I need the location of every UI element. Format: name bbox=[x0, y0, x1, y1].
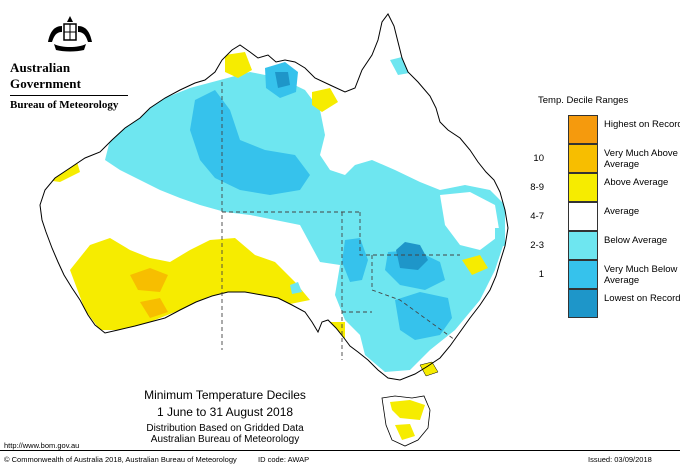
footer-url[interactable]: http://www.bom.gov.au bbox=[4, 441, 80, 450]
legend-decile: 8-9 bbox=[530, 182, 544, 193]
government-name: Australian Government bbox=[10, 60, 82, 91]
map-source: Australian Bureau of Meteorology bbox=[150, 434, 300, 445]
legend-label: Average bbox=[604, 206, 640, 217]
legend-title: Temp. Decile Ranges bbox=[538, 95, 629, 106]
header-rule bbox=[10, 95, 128, 96]
legend-swatch bbox=[568, 260, 598, 289]
agency-block: Australian Government Bureau of Meteorol… bbox=[10, 60, 130, 111]
legend-label: Lowest on Record bbox=[604, 293, 680, 304]
map-title-block: Minimum Temperature Deciles 1 June to 31… bbox=[120, 388, 330, 445]
legend-decile: 4-7 bbox=[530, 211, 544, 222]
footer-rule bbox=[0, 450, 680, 451]
coat-of-arms-icon bbox=[48, 16, 92, 52]
bureau-name: Bureau of Meteorology bbox=[10, 99, 119, 111]
footer-id-code: ID code: AWAP bbox=[258, 455, 310, 464]
footer-copyright: © Commonwealth of Australia 2018, Austra… bbox=[4, 455, 237, 464]
legend-label: Below Average bbox=[604, 235, 668, 246]
legend-label: Above Average bbox=[604, 177, 669, 188]
legend-decile: 10 bbox=[533, 153, 544, 164]
legend-decile: 2-3 bbox=[530, 240, 544, 251]
legend-swatch bbox=[568, 144, 598, 173]
legend-swatch bbox=[568, 289, 598, 318]
legend-label: Very Much Below Average bbox=[604, 264, 678, 286]
legend-swatch bbox=[568, 231, 598, 260]
legend-label: Very Much Above Average bbox=[604, 148, 678, 170]
legend-swatch bbox=[568, 173, 598, 202]
legend-label: Highest on Record bbox=[604, 119, 680, 130]
legend-decile: 1 bbox=[538, 269, 544, 280]
map-period: 1 June to 31 August 2018 bbox=[156, 405, 294, 419]
footer-issued: Issued: 03/09/2018 bbox=[588, 455, 652, 464]
state-borders bbox=[221, 82, 460, 360]
legend-swatch bbox=[568, 202, 598, 231]
map-subtitle: Distribution Based on Gridded Data bbox=[146, 423, 304, 434]
legend-swatch bbox=[568, 115, 598, 144]
map-title: Minimum Temperature Deciles bbox=[144, 388, 306, 402]
